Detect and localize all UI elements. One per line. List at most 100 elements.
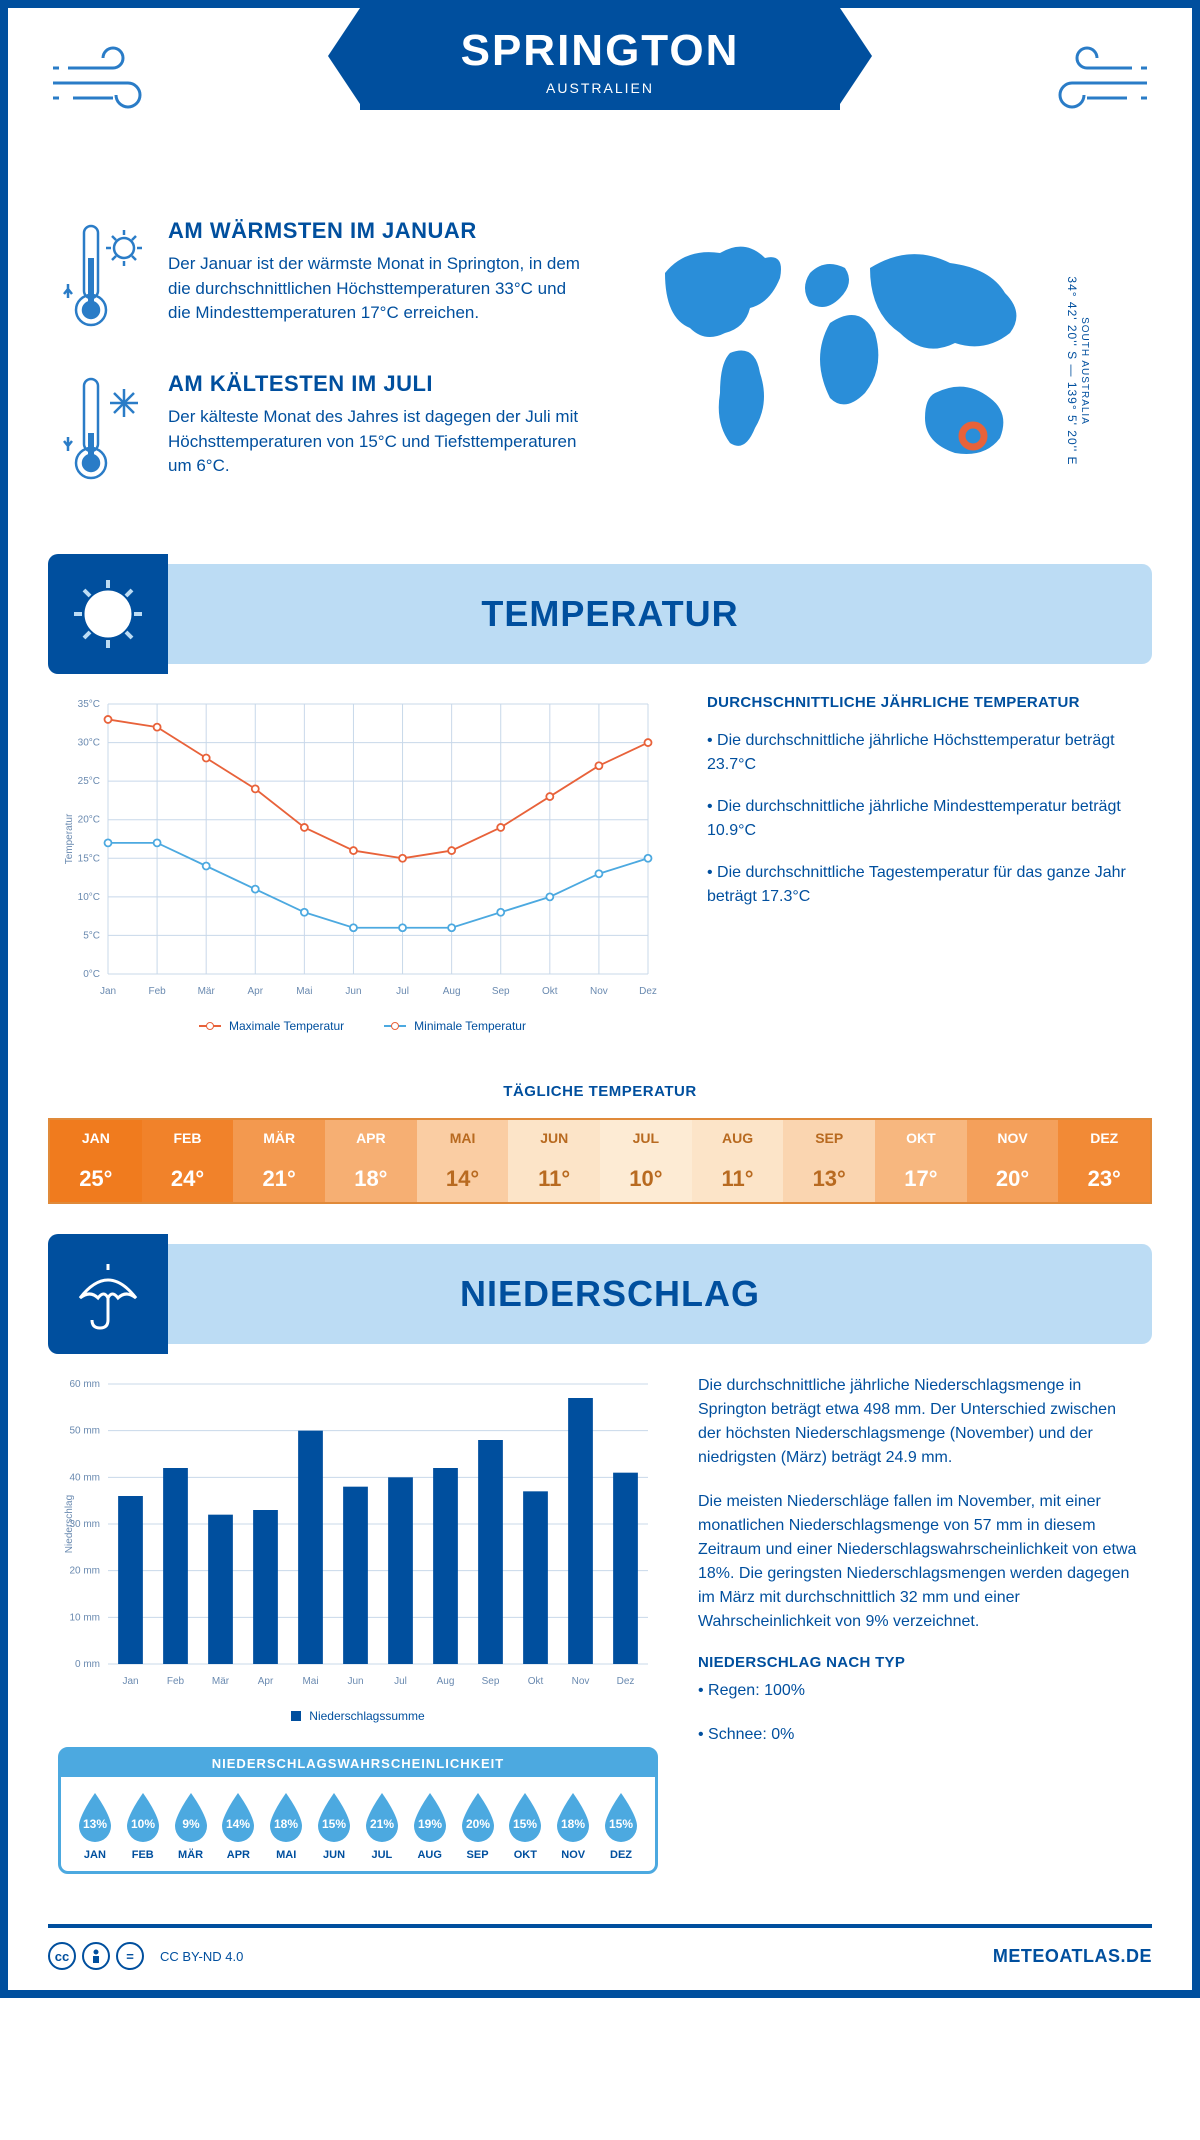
- probability-drop: 14% APR: [214, 1791, 262, 1861]
- daily-value-cell: 24°: [142, 1156, 234, 1202]
- svg-text:Dez: Dez: [639, 986, 657, 997]
- svg-text:Feb: Feb: [148, 986, 166, 997]
- temp-bullet: • Die durchschnittliche jährliche Höchst…: [707, 729, 1142, 777]
- daily-month-cell: SEP: [783, 1120, 875, 1156]
- svg-text:15°C: 15°C: [78, 853, 100, 864]
- svg-text:Sep: Sep: [482, 1676, 500, 1687]
- svg-text:Feb: Feb: [167, 1676, 185, 1687]
- svg-text:Jul: Jul: [396, 986, 409, 997]
- probability-drop: 20% SEP: [454, 1791, 502, 1861]
- daily-month-cell: MAI: [417, 1120, 509, 1156]
- svg-text:Mai: Mai: [302, 1676, 318, 1687]
- daily-temp-strip: JANFEBMÄRAPRMAIJUNJULAUGSEPOKTNOVDEZ 25°…: [48, 1118, 1152, 1204]
- probability-drop: 15% JUN: [310, 1791, 358, 1861]
- wind-icon-left: [48, 38, 168, 133]
- header: SPRINGTON AUSTRALIEN: [8, 8, 1192, 208]
- svg-text:9%: 9%: [182, 1817, 200, 1831]
- daily-value-cell: 10°: [600, 1156, 692, 1202]
- svg-text:15%: 15%: [513, 1817, 537, 1831]
- daily-month-cell: JUL: [600, 1120, 692, 1156]
- svg-text:Apr: Apr: [258, 1676, 274, 1687]
- line-chart-legend: .leg-swatch:nth-child(1)::after{border-c…: [58, 1019, 667, 1033]
- svg-text:14%: 14%: [226, 1817, 250, 1831]
- daily-month-cell: APR: [325, 1120, 417, 1156]
- daily-month-cell: FEB: [142, 1120, 234, 1156]
- svg-text:10%: 10%: [131, 1817, 155, 1831]
- daily-month-cell: OKT: [875, 1120, 967, 1156]
- svg-text:15%: 15%: [609, 1817, 633, 1831]
- probability-title: NIEDERSCHLAGSWAHRSCHEINLICHKEIT: [61, 1750, 655, 1777]
- svg-text:21%: 21%: [370, 1817, 394, 1831]
- probability-drop: 21% JUL: [358, 1791, 406, 1861]
- svg-text:Aug: Aug: [437, 1676, 455, 1687]
- by-icon: [82, 1942, 110, 1970]
- cc-icon: cc: [48, 1942, 76, 1970]
- footer: cc = CC BY-ND 4.0 METEOATLAS.DE: [48, 1924, 1152, 1970]
- precipitation-heading: NIEDERSCHLAG: [168, 1273, 1152, 1315]
- daily-value-cell: 20°: [967, 1156, 1059, 1202]
- svg-text:Nov: Nov: [572, 1676, 590, 1687]
- svg-text:40 mm: 40 mm: [69, 1472, 100, 1483]
- svg-text:13%: 13%: [83, 1817, 107, 1831]
- svg-text:19%: 19%: [418, 1817, 442, 1831]
- daily-value-cell: 25°: [50, 1156, 142, 1202]
- temperature-heading: TEMPERATUR: [168, 593, 1152, 635]
- svg-text:Jun: Jun: [345, 986, 361, 997]
- country-subtitle: AUSTRALIEN: [380, 80, 820, 96]
- svg-text:Jul: Jul: [394, 1676, 407, 1687]
- daily-month-cell: JAN: [50, 1120, 142, 1156]
- probability-drop: 18% MAI: [262, 1791, 310, 1861]
- precip-type: • Schnee: 0%: [698, 1723, 1142, 1747]
- probability-drop: 9% MÄR: [167, 1791, 215, 1861]
- site-name: METEOATLAS.DE: [993, 1946, 1152, 1967]
- daily-month-cell: NOV: [967, 1120, 1059, 1156]
- warm-title: AM WÄRMSTEN IM JANUAR: [168, 218, 585, 244]
- svg-text:Mai: Mai: [296, 986, 312, 997]
- daily-month-cell: JUN: [508, 1120, 600, 1156]
- license-label: CC BY-ND 4.0: [160, 1949, 243, 1964]
- svg-text:10°C: 10°C: [78, 892, 100, 903]
- svg-text:Temperatur: Temperatur: [64, 813, 75, 864]
- thermometer-cold-icon: [58, 371, 148, 496]
- cold-fact: AM KÄLTESTEN IM JULI Der kälteste Monat …: [58, 371, 585, 496]
- svg-text:15%: 15%: [322, 1817, 346, 1831]
- daily-value-cell: 14°: [417, 1156, 509, 1202]
- daily-value-cell: 18°: [325, 1156, 417, 1202]
- temp-summary-heading: DURCHSCHNITTLICHE JÄHRLICHE TEMPERATUR: [707, 694, 1142, 711]
- svg-text:35°C: 35°C: [78, 699, 100, 710]
- daily-month-cell: AUG: [692, 1120, 784, 1156]
- svg-text:Niederschlag: Niederschlag: [64, 1495, 75, 1553]
- svg-text:20°C: 20°C: [78, 815, 100, 826]
- svg-text:Okt: Okt: [528, 1676, 544, 1687]
- world-map: [615, 218, 1142, 493]
- warm-text: Der Januar ist der wärmste Monat in Spri…: [168, 252, 585, 326]
- sun-icon: [48, 554, 168, 674]
- precip-type: • Regen: 100%: [698, 1679, 1142, 1703]
- svg-text:Jan: Jan: [122, 1676, 138, 1687]
- intro-section: AM WÄRMSTEN IM JANUAR Der Januar ist der…: [8, 208, 1192, 554]
- temperature-line-chart: 0°C5°C10°C15°C20°C25°C30°C35°CJanFebMärA…: [58, 694, 667, 1033]
- license-icons: cc = CC BY-ND 4.0: [48, 1942, 243, 1970]
- daily-temp-title: TÄGLICHE TEMPERATUR: [8, 1083, 1192, 1100]
- svg-text:Sep: Sep: [492, 986, 510, 997]
- svg-text:Jan: Jan: [100, 986, 116, 997]
- svg-text:10 mm: 10 mm: [69, 1612, 100, 1623]
- warm-fact: AM WÄRMSTEN IM JANUAR Der Januar ist der…: [58, 218, 585, 343]
- daily-value-cell: 17°: [875, 1156, 967, 1202]
- svg-text:Mär: Mär: [212, 1676, 230, 1687]
- cold-title: AM KÄLTESTEN IM JULI: [168, 371, 585, 397]
- daily-value-cell: 11°: [508, 1156, 600, 1202]
- daily-month-cell: MÄR: [233, 1120, 325, 1156]
- svg-text:20%: 20%: [466, 1817, 490, 1831]
- svg-text:0 mm: 0 mm: [75, 1659, 100, 1670]
- temp-bullet: • Die durchschnittliche Tagestemperatur …: [707, 861, 1142, 909]
- precipitation-summary: Die durchschnittliche jährliche Niedersc…: [698, 1374, 1142, 1874]
- precip-p2: Die meisten Niederschläge fallen im Nove…: [698, 1490, 1142, 1634]
- svg-text:20 mm: 20 mm: [69, 1566, 100, 1577]
- city-title: SPRINGTON: [380, 26, 820, 76]
- probability-drop: 18% NOV: [549, 1791, 597, 1861]
- svg-text:Apr: Apr: [247, 986, 263, 997]
- probability-drop: 10% FEB: [119, 1791, 167, 1861]
- svg-text:Jun: Jun: [347, 1676, 363, 1687]
- daily-value-cell: 13°: [783, 1156, 875, 1202]
